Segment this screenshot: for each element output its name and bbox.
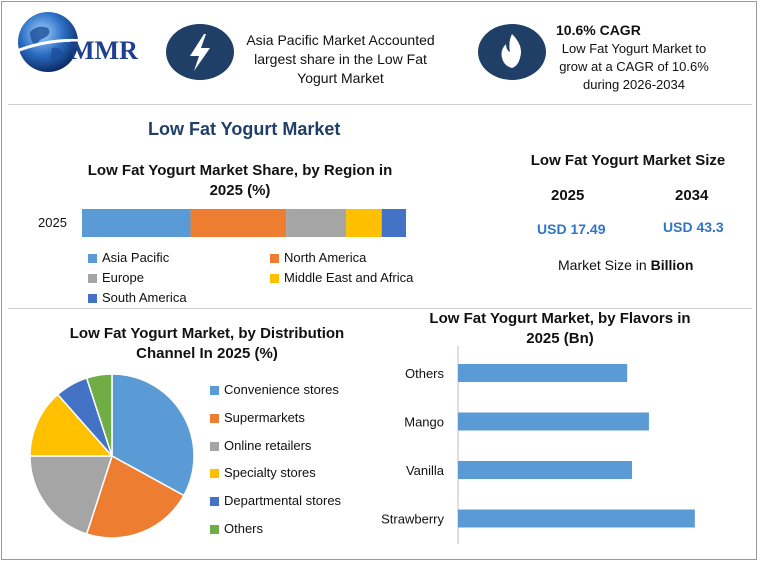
flavor-bar-others	[458, 364, 628, 382]
flavor-bar-mango	[458, 412, 649, 431]
mid-divider	[8, 308, 752, 309]
channel-pie-chart	[29, 373, 195, 539]
region-category-label: 2025	[38, 215, 67, 230]
region-segment-north-america	[190, 209, 287, 237]
logo: MMR	[8, 8, 153, 76]
region-legend-label-middle-east-and-africa: Middle East and Africa	[284, 270, 414, 285]
flavor-tick-label-vanilla: Vanilla	[406, 463, 445, 478]
region-segment-south-america	[381, 209, 406, 237]
region-segment-middle-east-and-africa	[346, 209, 382, 237]
flavor-chart-title: Low Fat Yogurt Market, by Flavors in 202…	[429, 310, 691, 347]
flavor-tick-label-strawberry: Strawberry	[381, 512, 444, 527]
pie-slice-specialty-stores	[29, 393, 114, 457]
region-legend-swatch-asia-pacific	[88, 254, 97, 263]
pie-slice-supermarkets	[85, 454, 185, 539]
channel-legend-label-convenience-stores: Convenience stores	[224, 382, 339, 397]
callout2-text: Low Fat Yogurt Market to grow at a CAGR …	[559, 41, 709, 92]
region-segment-europe	[286, 209, 347, 237]
channel-legend-label-supermarkets: Supermarkets	[224, 409, 305, 425]
channel-legend-label-others: Others	[224, 521, 264, 536]
market-size-note: Market Size in Billion	[558, 257, 693, 273]
channel-legend-swatch-convenience-stores	[210, 386, 219, 395]
main-title: Low Fat Yogurt Market	[148, 119, 341, 139]
region-stacked-bar	[82, 209, 406, 237]
callout1-text: Asia Pacific Market Accounted largest sh…	[246, 32, 435, 86]
region-legend-label-north-america: North America	[284, 250, 367, 265]
flame-icon	[501, 34, 521, 68]
flavor-bar-chart: Others Mango Vanilla Strawberry	[381, 346, 695, 544]
channel-legend-swatch-departmental-stores	[210, 497, 219, 507]
channel-legend-swatch-others	[210, 525, 219, 534]
market-size-note-prefix: Market Size in	[558, 257, 651, 273]
market-size-year1: 2025	[551, 187, 585, 204]
channel-legend-label-online-retailers: Online retailers	[224, 437, 312, 453]
region-legend-swatch-north-america	[270, 254, 279, 263]
lightning-bolt-icon	[190, 34, 210, 71]
region-legend-label-south-america: South America	[102, 290, 187, 305]
flavor-bar-vanilla	[458, 461, 632, 479]
market-size-value1: USD 17.49	[537, 221, 606, 237]
channel-legend-label-specialty-stores: Specialty stores	[224, 465, 316, 481]
region-legend-swatch-south-america	[88, 294, 97, 303]
region-legend: Asia Pacific North America Europe Middle Ea…	[88, 250, 448, 310]
pie-slice-online-retailers	[29, 455, 114, 535]
market-size-note-unit: Billion	[650, 257, 694, 273]
region-chart-title: Low Fat Yogurt Market Share, by Region i…	[87, 162, 393, 199]
pie-slice-others	[85, 373, 113, 457]
pie-slice-convenience-stores	[111, 373, 195, 497]
callout2-title: 10.6% CAGR	[556, 22, 641, 38]
channel-legend-swatch-specialty-stores	[210, 469, 219, 479]
region-legend-label-asia-pacific: Asia Pacific	[102, 250, 170, 265]
market-size-value2: USD 43.3	[663, 219, 724, 235]
callout1-icon-circle	[166, 24, 234, 80]
channel-legend-swatch-online-retailers	[210, 441, 219, 451]
region-legend-label-europe: Europe	[102, 270, 144, 285]
channel-legend-swatch-supermarkets	[210, 413, 219, 423]
channel-legend: Convenience stores Supermarkets Online ret…	[210, 382, 370, 542]
header-divider	[8, 104, 752, 105]
flavor-tick-label-others: Others	[405, 366, 445, 381]
flavor-tick-label-mango: Mango	[404, 415, 444, 430]
logo-text: MMR	[70, 36, 138, 65]
flavor-bar-strawberry	[458, 509, 695, 528]
market-size-year2: 2034	[675, 187, 709, 204]
globe-icon	[13, 12, 95, 72]
market-size-title: Low Fat Yogurt Market Size	[530, 152, 726, 169]
callout2-icon-circle	[478, 24, 546, 80]
region-segment-asia-pacific	[82, 209, 191, 237]
channel-chart-title: Low Fat Yogurt Market, by Distribution C…	[69, 325, 345, 362]
channel-legend-label-departmental-stores: Departmental stores	[224, 493, 342, 509]
region-legend-swatch-middle-east-and-africa	[270, 274, 279, 283]
region-legend-swatch-europe	[88, 274, 97, 283]
